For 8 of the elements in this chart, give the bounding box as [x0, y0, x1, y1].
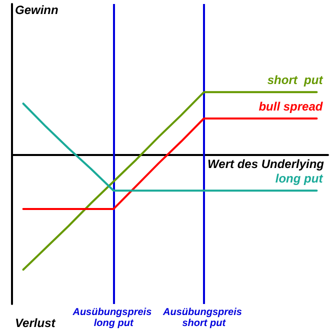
series-label: long put: [275, 172, 324, 186]
x-tick-label: Ausübungspreis short put: [162, 307, 245, 329]
x-axis-title: Wert des Underlying: [208, 157, 325, 172]
series-label: short put: [267, 73, 324, 88]
x-tick-label: Ausübungspreis long put: [72, 307, 154, 329]
series-label: bull spread: [258, 100, 324, 114]
text: Verlust: [15, 316, 56, 330]
text: Gewinn: [15, 3, 58, 17]
